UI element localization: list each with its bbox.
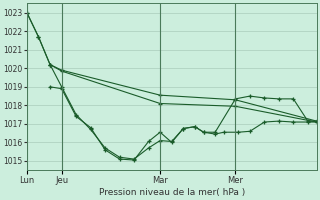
X-axis label: Pression niveau de la mer( hPa ): Pression niveau de la mer( hPa ) (99, 188, 245, 197)
